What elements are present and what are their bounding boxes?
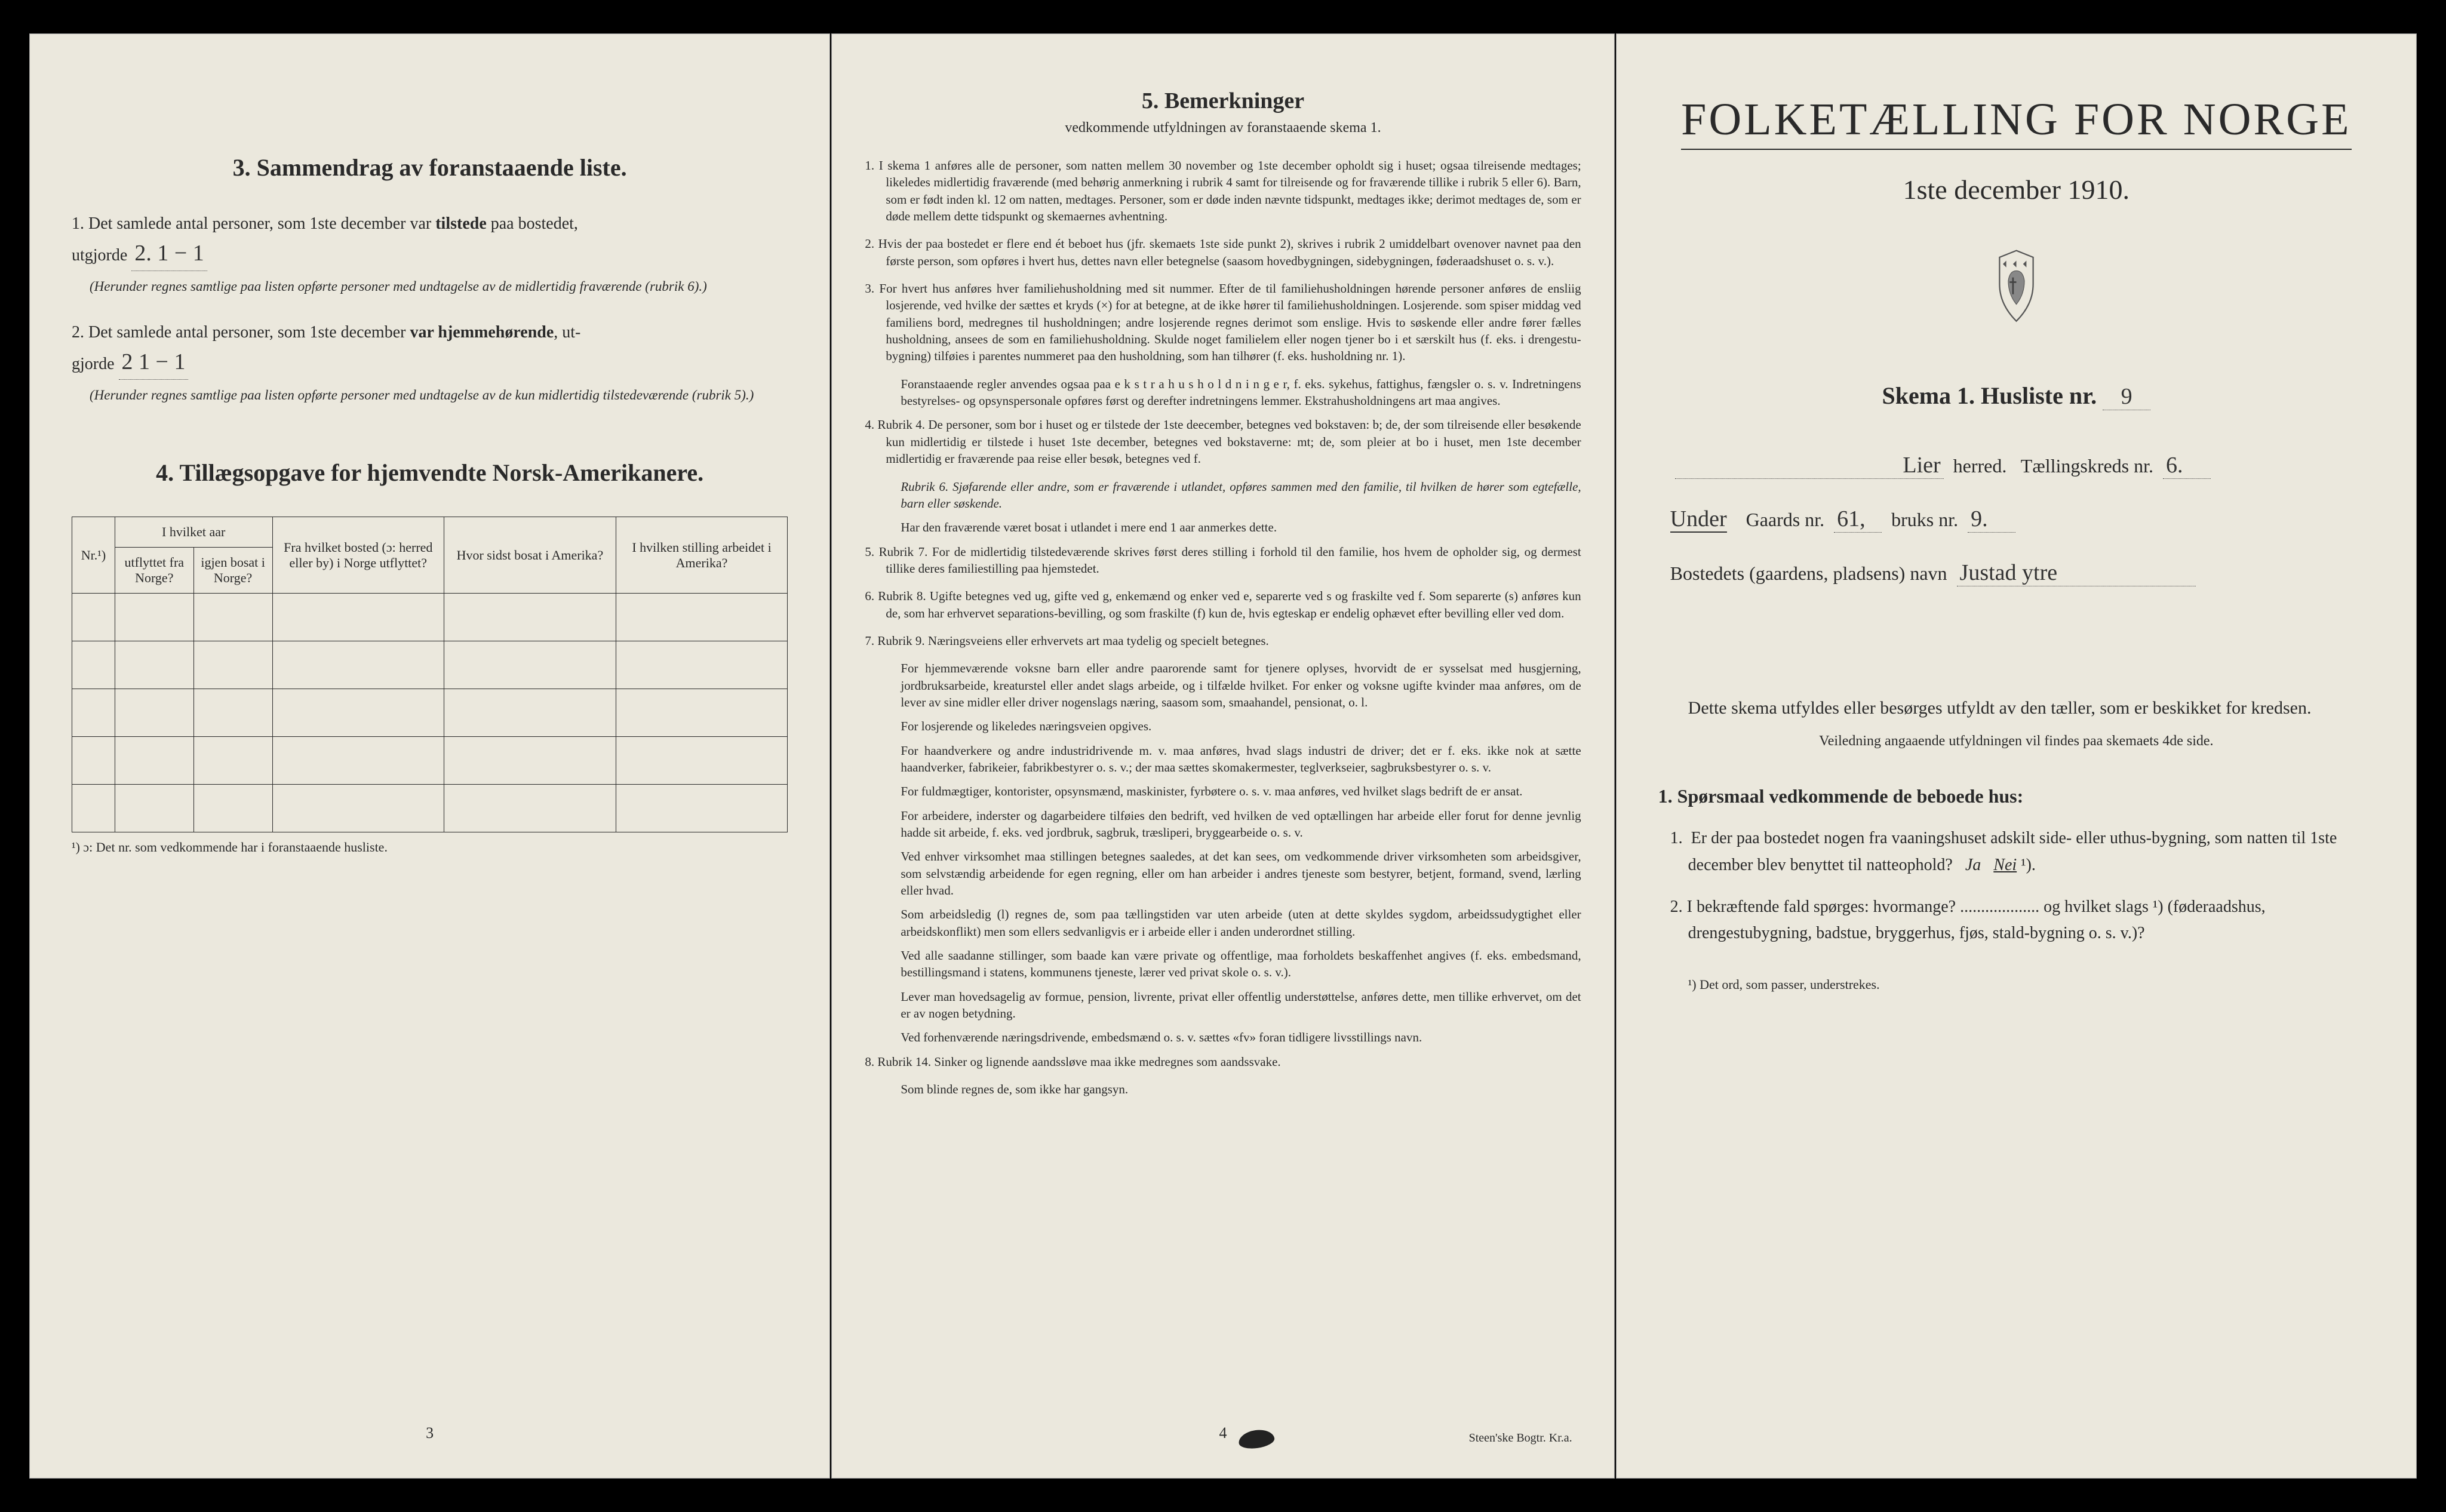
gaards-nr: 61, bbox=[1834, 506, 1882, 533]
item-2: 2. Det samlede antal personer, som 1ste … bbox=[72, 320, 788, 405]
bosted-hw: Justad ytre bbox=[1957, 560, 2196, 586]
remark-7-sub1: For hjemmeværende voksne barn eller andr… bbox=[865, 660, 1581, 711]
table-row bbox=[72, 785, 788, 832]
item1-note-text: (Herunder regnes samtlige paa listen opf… bbox=[90, 279, 707, 294]
item1-line2: utgjorde bbox=[72, 246, 127, 265]
remark-3: 3. For hvert hus anføres hver familiehus… bbox=[865, 280, 1581, 365]
item2-handwritten: 2 1 − 1 bbox=[119, 345, 189, 380]
instruction-sub: Veiledning angaaende utfyldningen vil fi… bbox=[1658, 733, 2374, 749]
table-row bbox=[72, 594, 788, 641]
th-from: Fra hvilket bosted (ɔ: herred eller by) … bbox=[272, 517, 444, 594]
nei-underlined: Nei bbox=[1993, 856, 2017, 874]
th-where: Hvor sidst bosat i Amerika? bbox=[444, 517, 616, 594]
remark-7-sub4: For fuldmægtiger, kontorister, opsynsmæn… bbox=[865, 783, 1581, 800]
remark-7-sub7: Som arbeidsledig (l) regnes de, som paa … bbox=[865, 906, 1581, 940]
remark-7: 7. Rubrik 9. Næringsveiens eller erhverv… bbox=[865, 632, 1581, 649]
remark-5: 5. Rubrik 7. For de midlertidig tilstede… bbox=[865, 543, 1581, 577]
table-row bbox=[72, 689, 788, 737]
section-5-heading: 5. Bemerkninger bbox=[865, 88, 1581, 114]
remark-4: 4. Rubrik 4. De personer, som bor i huse… bbox=[865, 416, 1581, 467]
remark-4-sub2: Har den fraværende været bosat i utlande… bbox=[865, 519, 1581, 536]
remark-7-sub5: For arbeidere, inderster og dagarbeidere… bbox=[865, 807, 1581, 841]
page-number-4: 4 bbox=[1219, 1424, 1227, 1442]
panel-remarks: 5. Bemerkninger vedkommende utfyldningen… bbox=[831, 33, 1614, 1479]
bruks-nr: 9. bbox=[1968, 506, 2015, 533]
remark-7-sub8: Ved alle saadanne stillinger, som baade … bbox=[865, 947, 1581, 981]
skema-line: Skema 1. Husliste nr. 9 bbox=[1658, 382, 2374, 410]
krets-nr: 6. bbox=[2163, 452, 2211, 479]
section-5-subtitle: vedkommende utfyldningen av foranstaaend… bbox=[865, 120, 1581, 136]
bosted-line: Bostedets (gaardens, pladsens) navn Just… bbox=[1658, 560, 2374, 586]
remark-7-sub9: Lever man hovedsagelig av formue, pensio… bbox=[865, 988, 1581, 1022]
item1-note: (Herunder regnes samtlige paa listen opf… bbox=[72, 277, 788, 296]
under-label: Under bbox=[1670, 506, 1727, 533]
page-number-3: 3 bbox=[426, 1424, 434, 1442]
herred-hw: Lier bbox=[1675, 452, 1944, 479]
item2-suffix: , ut- bbox=[554, 323, 580, 342]
publisher: Steen'ske Bogtr. Kr.a. bbox=[1469, 1431, 1572, 1445]
document-container: 3. Sammendrag av foranstaaende liste. 1.… bbox=[29, 24, 2417, 1488]
th-position: I hvilken stilling arbeidet i Amerika? bbox=[616, 517, 788, 594]
item2-note: (Herunder regnes samtlige paa listen opf… bbox=[72, 386, 788, 405]
remark-8: 8. Rubrik 14. Sinker og lignende aandssl… bbox=[865, 1053, 1581, 1070]
item2-note-text: (Herunder regnes samtlige paa listen opf… bbox=[90, 388, 754, 402]
panel-title: FOLKETÆLLING FOR NORGE 1ste december 191… bbox=[1616, 33, 2417, 1479]
remark-4-sub1: Rubrik 6. Sjøfarende eller andre, som er… bbox=[865, 478, 1581, 512]
section-4-heading: 4. Tillægsopgave for hjemvendte Norsk-Am… bbox=[72, 459, 788, 487]
item1-handwritten: 2. 1 − 1 bbox=[131, 236, 207, 271]
th-year-out: utflyttet fra Norge? bbox=[115, 548, 193, 594]
item1-bold: tilstede bbox=[435, 214, 487, 233]
remark-3-addendum: Foranstaaende regler anvendes ogsaa paa … bbox=[865, 376, 1581, 410]
question-2: 2. I bekræftende fald spørges: hvormange… bbox=[1658, 894, 2374, 948]
herred-line: Lier herred. Tællingskreds nr. 6. bbox=[1658, 452, 2374, 479]
item-1: 1. Det samlede antal personer, som 1ste … bbox=[72, 211, 788, 296]
question-heading: 1. Spørsmaal vedkommende de beboede hus: bbox=[1658, 785, 2374, 807]
th-nr: Nr.¹) bbox=[72, 517, 115, 594]
emigrant-table: Nr.¹) I hvilket aar Fra hvilket bosted (… bbox=[72, 517, 788, 832]
remark-7-sub10: Ved forhenværende næringsdrivende, embed… bbox=[865, 1029, 1581, 1046]
table-footnote: ¹) ɔ: Det nr. som vedkommende har i fora… bbox=[72, 840, 788, 855]
ink-mark bbox=[1237, 1428, 1276, 1450]
census-date: 1ste december 1910. bbox=[1658, 174, 2374, 205]
remark-2: 2. Hvis der paa bostedet er flere end ét… bbox=[865, 235, 1581, 269]
gaards-label: Gaards nr. bbox=[1746, 509, 1825, 530]
remark-6: 6. Rubrik 8. Ugifte betegnes ved ug, gif… bbox=[865, 588, 1581, 622]
panel-summary: 3. Sammendrag av foranstaaende liste. 1.… bbox=[29, 33, 830, 1479]
th-year-group: I hvilket aar bbox=[115, 517, 272, 548]
bruks-label: bruks nr. bbox=[1891, 509, 1958, 530]
main-title: FOLKETÆLLING FOR NORGE bbox=[1658, 94, 2374, 150]
gaards-line: Under Gaards nr. 61, bruks nr. 9. bbox=[1658, 506, 2374, 533]
section-3-heading: 3. Sammendrag av foranstaaende liste. bbox=[72, 153, 788, 182]
instruction: Dette skema utfyldes eller besørges utfy… bbox=[1658, 694, 2374, 723]
skema-nr: 9 bbox=[2103, 383, 2150, 410]
item2-prefix: 2. Det samlede antal personer, som 1ste … bbox=[72, 323, 410, 342]
krets-label: Tællingskreds nr. bbox=[2021, 455, 2153, 477]
remark-1: 1. I skema 1 anføres alle de personer, s… bbox=[865, 157, 1581, 225]
item2-line2: gjorde bbox=[72, 355, 115, 373]
th-year-back: igjen bosat i Norge? bbox=[193, 548, 272, 594]
item1-suffix: paa bostedet, bbox=[487, 214, 578, 233]
item1-prefix: 1. Det samlede antal personer, som 1ste … bbox=[72, 214, 435, 233]
main-title-text: FOLKETÆLLING FOR NORGE bbox=[1681, 94, 2351, 150]
section-4: 4. Tillægsopgave for hjemvendte Norsk-Am… bbox=[72, 459, 788, 855]
final-footnote: ¹) Det ord, som passer, understrekes. bbox=[1658, 977, 2374, 992]
question-1: 1. Er der paa bostedet nogen fra vaaning… bbox=[1658, 825, 2374, 879]
table-row bbox=[72, 641, 788, 689]
table-row bbox=[72, 737, 788, 785]
skema-label: Skema 1. Husliste nr. bbox=[1882, 382, 2097, 409]
item2-bold: var hjemmehørende bbox=[410, 323, 554, 342]
remark-7-sub6: Ved enhver virksomhet maa stillingen bet… bbox=[865, 848, 1581, 899]
bosted-label: Bostedets (gaardens, pladsens) navn bbox=[1670, 563, 1947, 584]
remark-7-sub2: For losjerende og likeledes næringsveien… bbox=[865, 718, 1581, 735]
crest-icon bbox=[1658, 247, 2374, 331]
remark-8-sub: Som blinde regnes de, som ikke har gangs… bbox=[865, 1081, 1581, 1098]
herred-label: herred. bbox=[1953, 455, 2007, 477]
remark-7-sub3: For haandverkere og andre industridriven… bbox=[865, 742, 1581, 776]
